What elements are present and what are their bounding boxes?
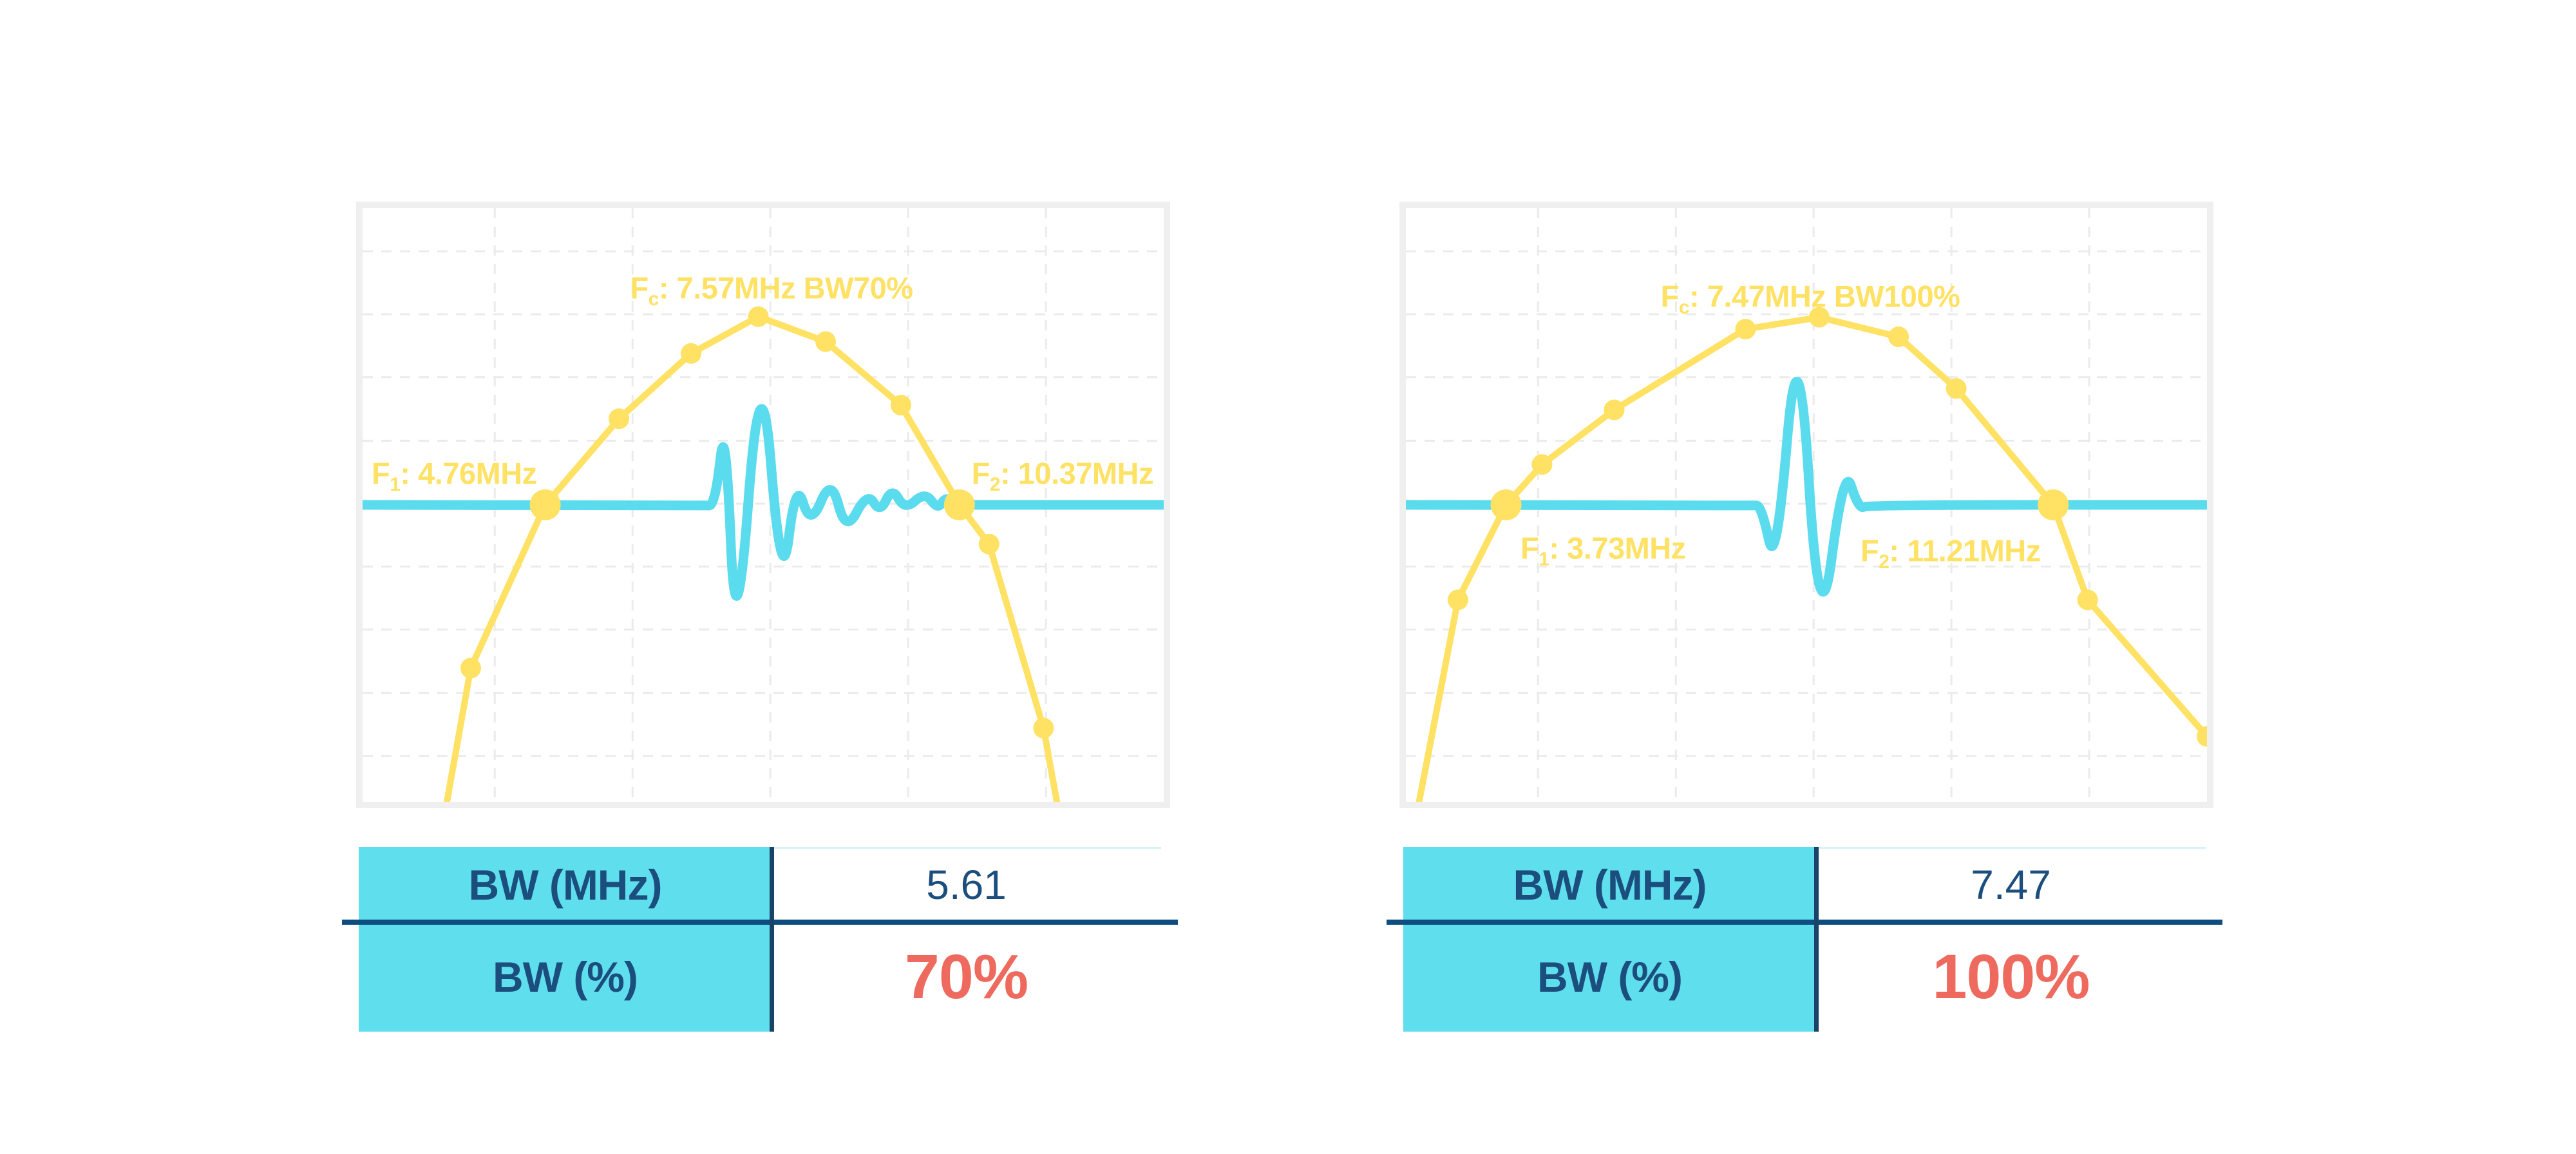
f1-label-prefix: F bbox=[372, 456, 390, 491]
f1-label-prefix: F bbox=[1520, 531, 1539, 565]
bw-table-bw70: BW (MHz) BW (%) 5.61 70% bbox=[342, 847, 1178, 1032]
table-row-label-bw-mhz: BW (MHz) bbox=[468, 860, 663, 909]
f1-label-text: : 3.73MHz bbox=[1549, 531, 1686, 565]
table-row-label-bw-pct: BW (%) bbox=[493, 953, 638, 1001]
table-row-label-bw-mhz: BW (MHz) bbox=[1513, 860, 1707, 909]
spectrum-plot-bw70 bbox=[363, 208, 1164, 802]
fc-label-prefix: F bbox=[1660, 279, 1680, 314]
f1-label-subscript: 1 bbox=[1539, 548, 1549, 570]
f1-label-text: : 4.76MHz bbox=[400, 456, 537, 491]
table-column-divider bbox=[1814, 847, 1819, 1032]
f2-label-prefix: F bbox=[1861, 533, 1879, 568]
f1-annotation-bw70: F1: 4.76MHz bbox=[372, 456, 537, 495]
bw-mhz-value: 5.61 bbox=[926, 861, 1007, 908]
f1-annotation-bw100: F1: 3.73MHz bbox=[1520, 531, 1686, 569]
table-row-divider bbox=[1387, 920, 2222, 925]
bw-pct-value: 70% bbox=[904, 941, 1028, 1012]
bw-table-bw100: BW (MHz) BW (%) 7.47 100% bbox=[1387, 847, 2222, 1032]
table-row-label-bw-pct: BW (%) bbox=[1537, 953, 1683, 1001]
bw-pct-value: 100% bbox=[1932, 941, 2090, 1012]
f2-label-text: : 10.37MHz bbox=[1000, 456, 1153, 491]
fc-annotation-bw70: Fc: 7.57MHz BW70% bbox=[630, 270, 913, 309]
f2-annotation-bw70: F2: 10.37MHz bbox=[971, 456, 1154, 495]
f2-label-subscript: 2 bbox=[1879, 551, 1889, 572]
chart-panel-bw70: Fc: 7.57MHz BW70% F1: 4.76MHz F2: 10.37M… bbox=[356, 202, 1170, 808]
table-label-column bbox=[1403, 847, 1816, 1032]
f2-label-prefix: F bbox=[971, 456, 990, 491]
table-label-column bbox=[359, 847, 772, 1032]
bw-mhz-value: 7.47 bbox=[1971, 861, 2051, 908]
value-column-topline bbox=[1816, 847, 2206, 849]
chart-panel-bw100: Fc: 7.47MHz BW100% F1: 3.73MHz F2: 11.21… bbox=[1399, 202, 2213, 808]
fc-label-subscript: c bbox=[1678, 296, 1690, 318]
spectrum-plot-bw100 bbox=[1406, 208, 2207, 802]
f1-label-subscript: 1 bbox=[390, 473, 401, 495]
fc-label-prefix: F bbox=[630, 270, 649, 305]
fc-label-text: : 7.57MHz BW70% bbox=[658, 270, 913, 305]
fc-label-subscript: c bbox=[648, 288, 659, 310]
f2-annotation-bw100: F2: 11.21MHz bbox=[1861, 533, 2041, 572]
table-column-divider bbox=[770, 847, 774, 1032]
fc-annotation-bw100: Fc: 7.47MHz BW100% bbox=[1660, 279, 1960, 317]
f2-label-text: : 11.21MHz bbox=[1889, 533, 2041, 568]
f2-label-subscript: 2 bbox=[989, 473, 1001, 495]
fc-label-text: : 7.47MHz BW100% bbox=[1689, 279, 1960, 314]
value-column-topline bbox=[772, 847, 1161, 849]
table-row-divider bbox=[342, 920, 1178, 925]
